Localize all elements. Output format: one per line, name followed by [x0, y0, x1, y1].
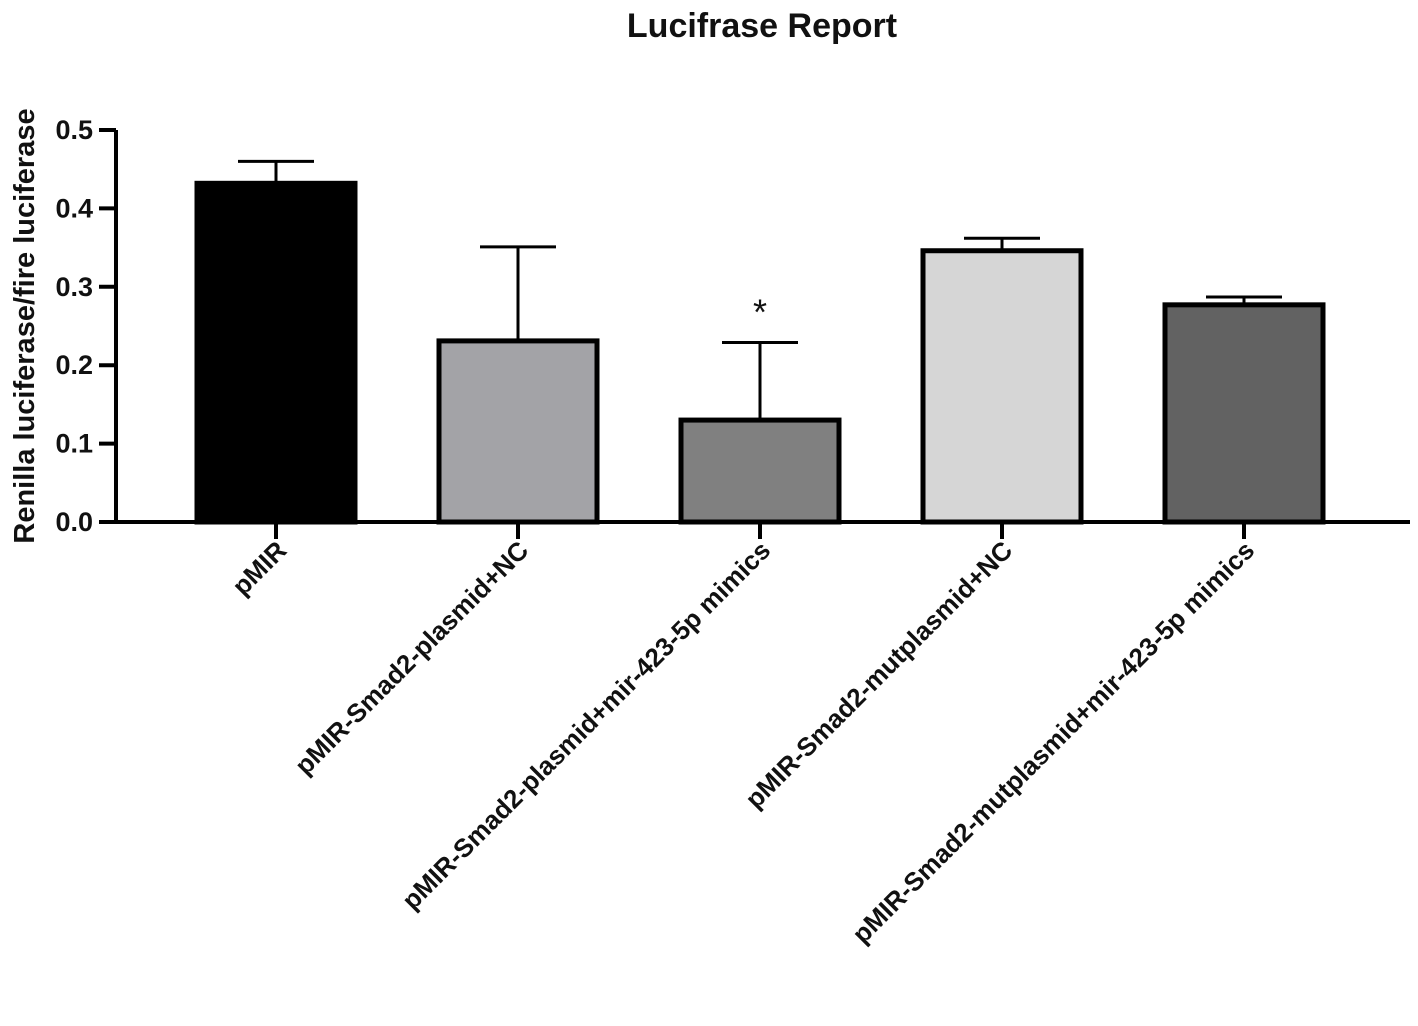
x-tick-label: pMIR-Smad2-mutplasmid+mir-423-5p mimics: [846, 535, 1260, 949]
significance-asterisk: *: [753, 291, 767, 332]
bar: [436, 338, 600, 525]
bar: [920, 248, 1084, 525]
y-tick-label: 0.0: [55, 507, 93, 537]
bar: [1162, 302, 1326, 525]
x-tick-label: pMIR-Smad2-plasmid+mir-423-5p mimics: [396, 535, 776, 915]
chart-title: Lucifrase Report: [627, 7, 897, 45]
x-tick-label: pMIR-Smad2-mutplasmid+NC: [739, 535, 1018, 814]
y-axis-label: Renilla luciferase/fire luciferase: [9, 108, 41, 543]
x-tick-label: pMIR-Smad2-plasmid+NC: [289, 535, 535, 781]
error-bars: [238, 159, 1282, 421]
bar: [678, 417, 842, 525]
axes: [114, 130, 1410, 539]
x-axis-tick-labels: pMIRpMIR-Smad2-plasmid+NCpMIR-Smad2-plas…: [226, 535, 1260, 949]
bars: [194, 180, 1326, 525]
y-tick-label: 0.2: [55, 350, 93, 380]
y-axis-ticks: 0.0 0.1 0.2 0.3 0.4 0.5: [55, 115, 116, 537]
x-tick-label: pMIR: [226, 535, 292, 601]
y-tick-label: 0.4: [55, 193, 93, 223]
y-tick-label: 0.1: [55, 429, 93, 459]
y-tick-label: 0.3: [55, 272, 93, 302]
annotations: *: [753, 291, 767, 332]
bar: [194, 180, 358, 525]
y-tick-label: 0.5: [55, 115, 93, 145]
